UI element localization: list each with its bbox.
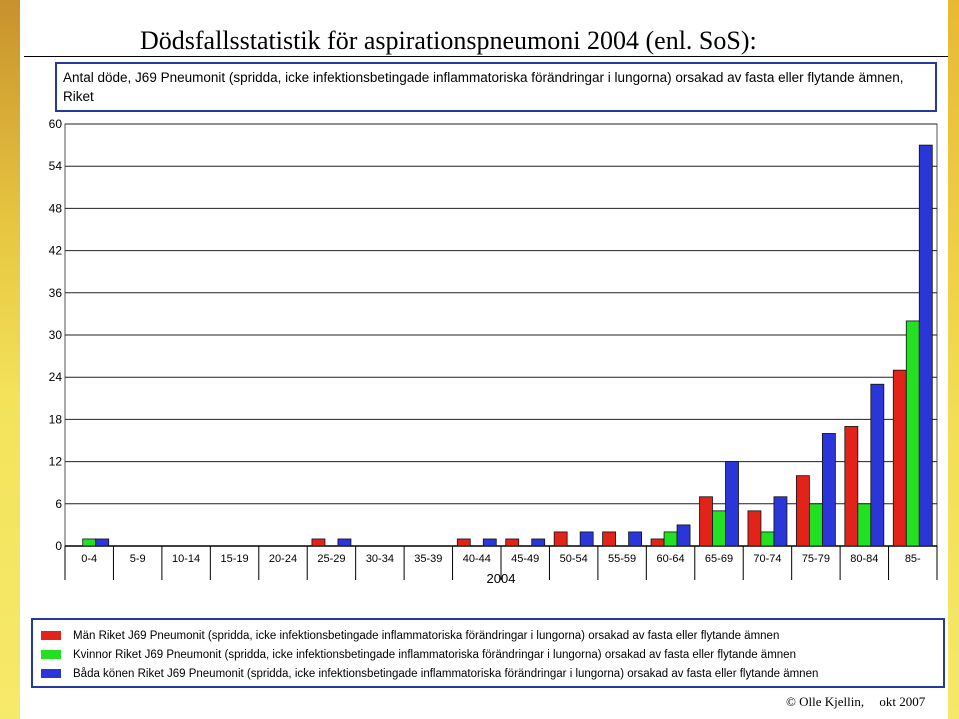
bar <box>844 426 859 547</box>
legend-label: Kvinnor Riket J69 Pneumonit (spridda, ic… <box>73 648 796 661</box>
chart-legend: Män Riket J69 Pneumonit (spridda, icke i… <box>31 618 945 688</box>
bar <box>337 538 352 547</box>
footer-date: okt 2007 <box>879 694 926 709</box>
bar <box>712 510 726 547</box>
bar <box>808 503 823 547</box>
x-tick-label: 15-19 <box>220 553 248 565</box>
legend-swatch <box>41 631 61 640</box>
bar <box>95 538 110 547</box>
x-axis-label: 2004 <box>487 571 516 586</box>
x-tick-label: 45-49 <box>511 553 539 565</box>
chart-panel: Antal döde, J69 Pneumonit (spridda, icke… <box>25 58 947 688</box>
bar <box>579 531 594 547</box>
x-tick-label: 60-64 <box>656 553 684 565</box>
x-tick-label: 85- <box>905 553 921 565</box>
x-tick-label: 75-79 <box>802 553 830 565</box>
chart-caption: Antal döde, J69 Pneumonit (spridda, icke… <box>55 62 937 112</box>
x-tick-label: 25-29 <box>317 553 345 565</box>
x-tick-label: 10-14 <box>172 553 200 565</box>
bar-chart: 0 6 12 18 24 30 36 42 48 54 60 0-4 5-9 10-14 15-19 20-2… <box>49 117 938 586</box>
bar <box>870 383 885 547</box>
legend-swatch <box>41 669 61 678</box>
decorative-right-band <box>945 0 959 719</box>
y-tick-label: 36 <box>49 286 63 300</box>
bar <box>628 531 643 547</box>
bar <box>821 433 836 547</box>
legend-item: Män Riket J69 Pneumonit (spridda, icke i… <box>41 626 935 645</box>
legend-swatch <box>41 650 61 659</box>
legend-label: Båda könen Riket J69 Pneumonit (spridda,… <box>73 667 819 680</box>
y-tick-label: 6 <box>55 497 62 511</box>
title-divider <box>24 56 948 57</box>
x-tick-label: 55-59 <box>608 553 636 565</box>
bar <box>760 531 775 547</box>
y-tick-label: 30 <box>49 328 63 342</box>
bar <box>795 475 810 547</box>
x-tick-label: 35-39 <box>414 553 442 565</box>
bar <box>82 538 97 547</box>
bar <box>456 538 471 547</box>
bar <box>699 496 713 547</box>
bar <box>773 496 788 547</box>
bar <box>531 538 546 547</box>
x-tick-label: 80-84 <box>850 553 878 565</box>
x-tick-label: 50-54 <box>560 553 588 565</box>
bar <box>676 524 691 547</box>
bar <box>602 531 617 547</box>
y-tick-label: 60 <box>49 117 63 131</box>
x-tick-label: 20-24 <box>269 553 297 565</box>
page-title: Dödsfallsstatistik för aspirationspneumo… <box>140 26 757 55</box>
x-tick-label: 30-34 <box>366 553 394 565</box>
bar <box>482 538 497 547</box>
y-tick-label: 42 <box>49 244 63 258</box>
y-tick-label: 0 <box>55 539 62 553</box>
bar <box>311 538 326 547</box>
bar <box>553 531 568 547</box>
footer-author: © Olle Kjellin, <box>786 694 865 709</box>
bar <box>905 320 920 547</box>
bar <box>650 538 665 547</box>
legend-item: Kvinnor Riket J69 Pneumonit (spridda, ic… <box>41 645 935 664</box>
bar <box>892 369 907 547</box>
y-tick-label: 54 <box>49 159 63 173</box>
bar <box>663 531 678 547</box>
bar <box>747 510 762 547</box>
x-tick-label: 70-74 <box>753 553 781 565</box>
bar <box>857 503 872 547</box>
x-tick-label: 0-4 <box>81 553 97 565</box>
bar <box>725 461 739 547</box>
bar <box>505 538 520 547</box>
legend-label: Män Riket J69 Pneumonit (spridda, icke i… <box>73 629 780 642</box>
bar <box>918 144 933 547</box>
y-tick-label: 48 <box>49 201 63 215</box>
x-tick-label: 65-69 <box>705 553 733 565</box>
x-tick-label: 5-9 <box>130 553 146 565</box>
legend-item: Båda könen Riket J69 Pneumonit (spridda,… <box>41 664 935 683</box>
footer: © Olle Kjellin, okt 2007 <box>786 694 946 710</box>
y-tick-label: 12 <box>49 455 63 469</box>
x-tick-label: 40-44 <box>463 553 491 565</box>
y-tick-label: 18 <box>49 412 63 426</box>
y-tick-label: 24 <box>49 370 63 384</box>
